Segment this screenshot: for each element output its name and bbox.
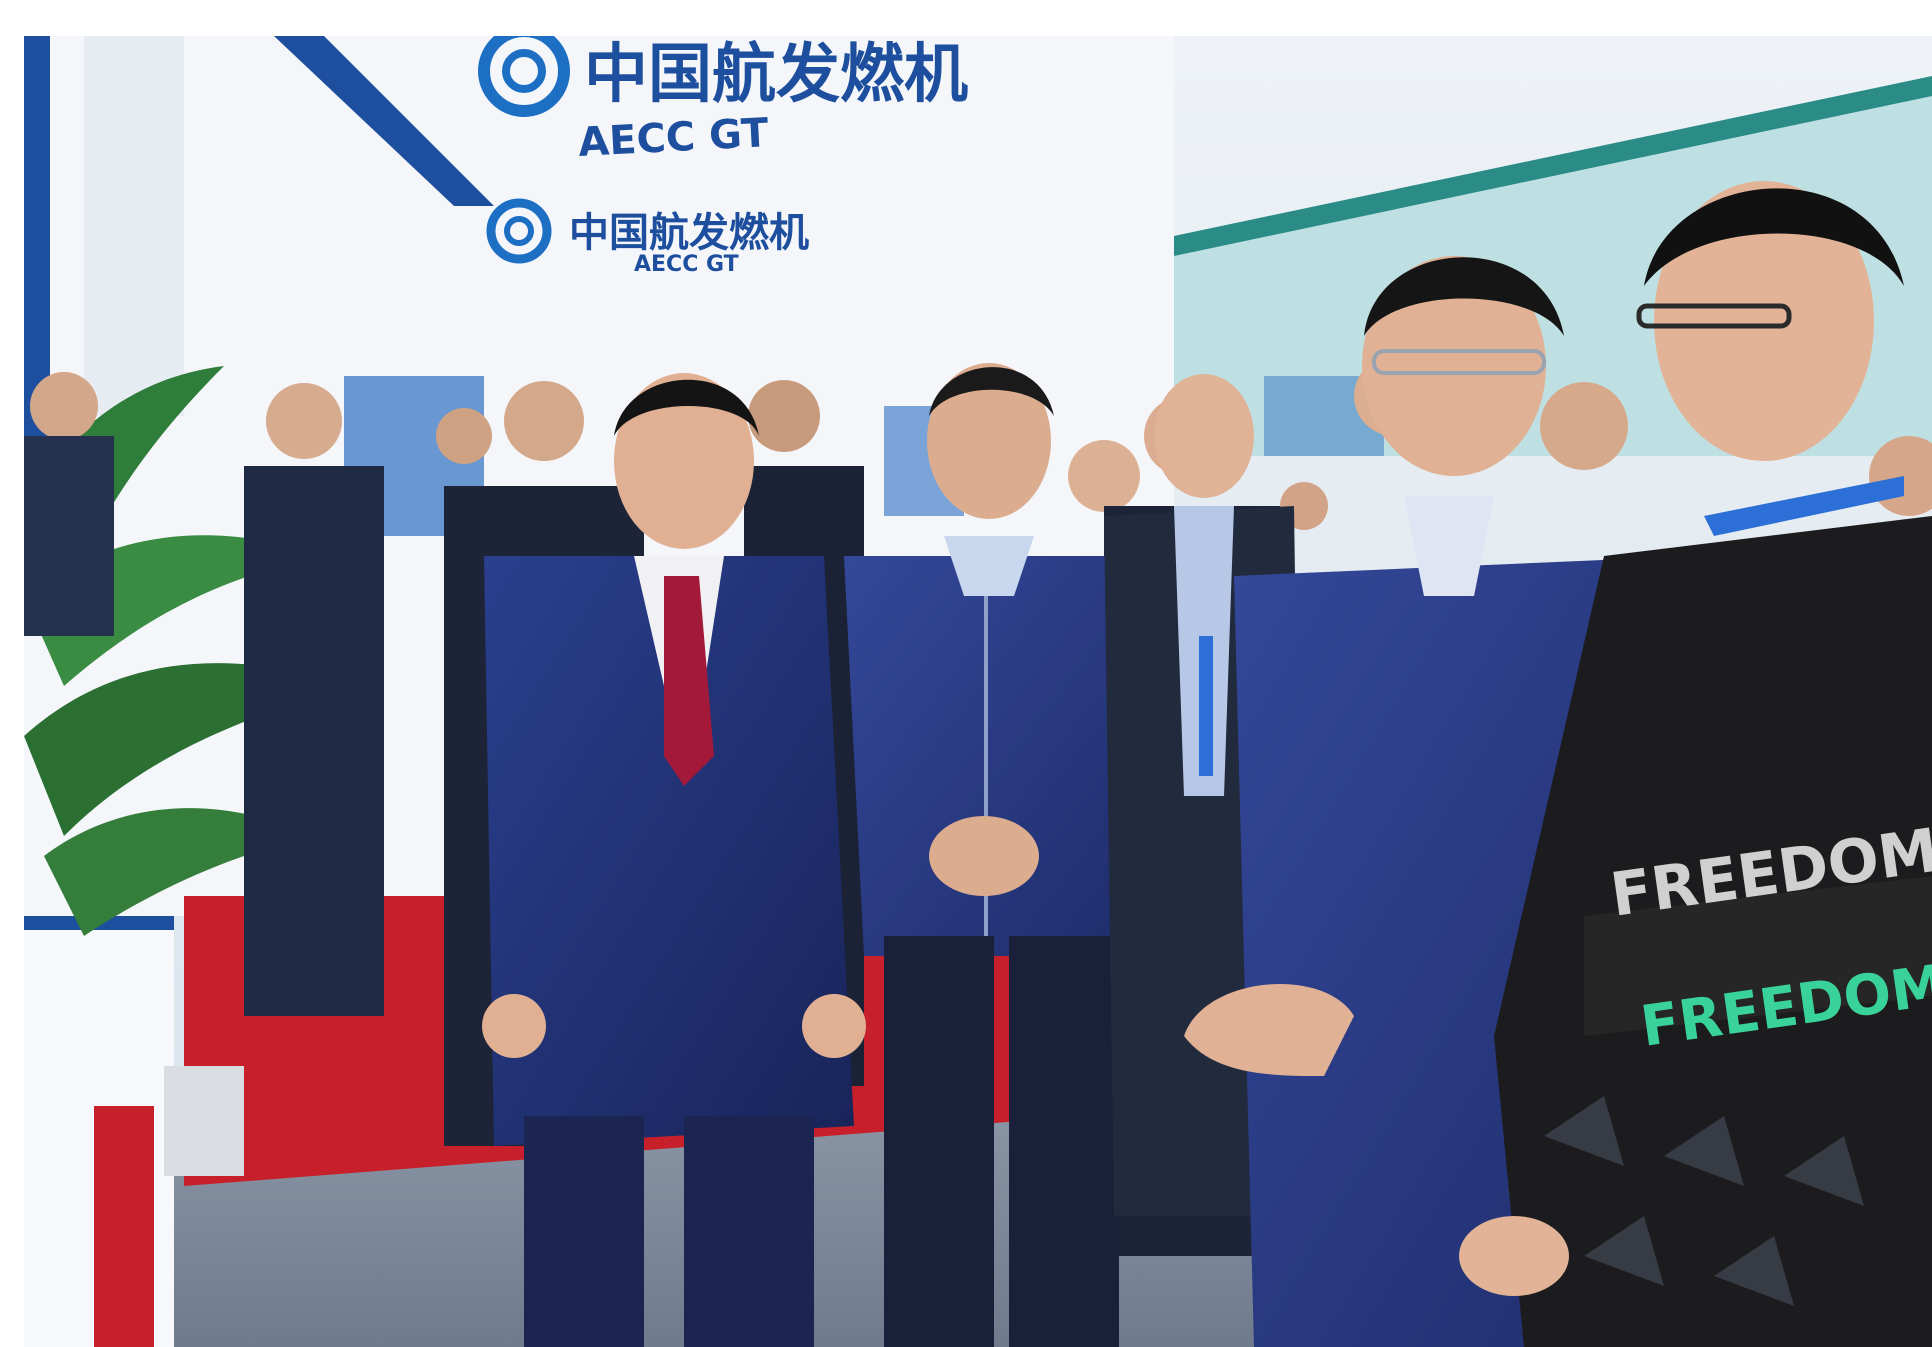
banner-sign-cn: 中国航发燃机 — [569, 210, 809, 256]
man-in-suit — [482, 373, 866, 1347]
glasses-icon — [1372, 349, 1546, 375]
booth-diagonal-stripe — [274, 36, 494, 206]
teal-stripe — [1174, 76, 1932, 256]
banner-sign: 中国航发燃机 AECC GT — [486, 198, 809, 277]
banner-sign-en: AECC GT — [634, 252, 739, 277]
top-sign-en: AECC GT — [577, 110, 770, 166]
top-sign-cn: 中国航发燃机 — [584, 38, 968, 112]
gesturing-hand — [1184, 983, 1354, 1076]
man-in-jacket — [844, 363, 1154, 1347]
lanyard — [1704, 476, 1904, 536]
aecc-logo-icon-small — [486, 198, 552, 264]
photo: 中国航发燃机 AECC GT 中国航发燃机 AECC GT — [24, 36, 1932, 1347]
aecc-logo-icon — [478, 36, 570, 117]
man-in-sweater: FREEDOM FREEDOM — [1459, 181, 1932, 1347]
glasses-icon — [1636, 303, 1792, 329]
top-sign: 中国航发燃机 AECC GT — [478, 36, 968, 166]
red-tie — [664, 576, 714, 786]
booth-pillar — [84, 36, 184, 416]
counter-red-panel — [94, 1106, 154, 1347]
photo-scene: 中国航发燃机 AECC GT 中国航发燃机 AECC GT — [24, 36, 1932, 1347]
